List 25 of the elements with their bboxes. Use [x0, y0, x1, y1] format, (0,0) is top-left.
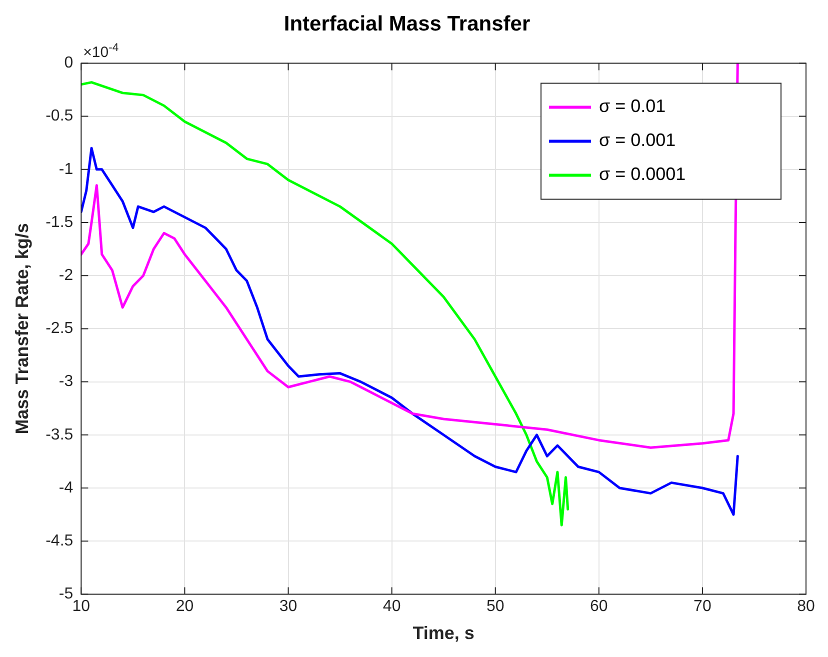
- legend-label: σ = 0.0001: [599, 164, 686, 184]
- y-tick-label: -1: [58, 160, 74, 178]
- y-tick-label: -5: [58, 586, 74, 603]
- y-tick-label: -2.5: [46, 320, 74, 338]
- x-tick-label: 50: [486, 598, 504, 616]
- x-tick-label: 10: [72, 598, 90, 616]
- y-tick-label: -4.5: [46, 532, 74, 550]
- legend-label: σ = 0.001: [599, 130, 676, 150]
- x-tick-label: 80: [797, 598, 815, 616]
- x-tick-label: 30: [279, 598, 298, 616]
- x-tick-label: 60: [590, 598, 608, 616]
- x-tick-label: 20: [176, 598, 194, 616]
- x-tick-label: 70: [694, 598, 712, 616]
- legend-label: σ = 0.01: [599, 96, 666, 116]
- y-tick-label: 0: [64, 54, 74, 72]
- y-tick-label: -2: [58, 267, 74, 284]
- y-tick-label: -0.5: [46, 108, 74, 125]
- y-tick-label: -4: [58, 479, 74, 496]
- y-tick-label: -3: [58, 373, 74, 390]
- x-axis-title: Time, s: [412, 623, 474, 644]
- y-tick-label: -1.5: [46, 214, 74, 231]
- x-tick-label: 40: [382, 598, 401, 616]
- y-tick-label: -3.5: [46, 426, 74, 444]
- chart-title: Interfacial Mass Transfer: [284, 12, 530, 36]
- y-axis-title: Mass Transfer Rate, kg/s: [12, 223, 32, 434]
